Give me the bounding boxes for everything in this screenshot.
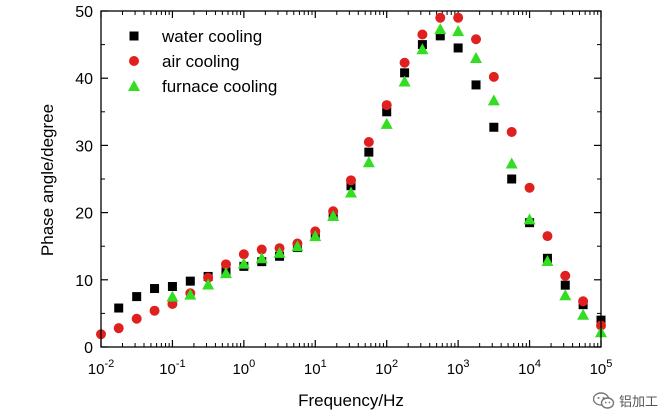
air-cooling-point [149,305,160,316]
water-cooling-point [507,174,517,184]
x-axis-label: Frequency/Hz [298,391,404,410]
x-tick-label: 100 [232,358,255,378]
legend-marker-water-cooling [129,31,139,41]
water-cooling-point [400,68,410,78]
y-axis-label: Phase angle/degree [38,104,57,256]
y-tick-label: 50 [75,4,93,21]
air-cooling-point [453,12,464,23]
furnace-cooling-point [541,254,554,266]
wechat-icon [592,391,615,409]
air-cooling-point [506,126,517,137]
y-tick-labels: 0 10 20 30 40 50 [75,4,93,357]
x-tick-labels: 10-2 10-1 100 101 102 103 104 105 [88,358,613,378]
furnace-cooling-point [202,278,215,290]
furnace-cooling-point [416,43,429,55]
furnace-cooling-point [309,230,322,242]
water-cooling-point [132,292,142,302]
air-cooling-point [399,57,410,68]
y-tick-label: 30 [75,138,93,155]
air-cooling-point [435,12,446,23]
air-cooling-point [578,296,589,307]
water-cooling-point [435,31,445,41]
x-tick-label: 10-1 [159,358,185,378]
air-cooling-point [203,272,214,283]
furnace-cooling-point [327,209,340,221]
furnace-cooling-point [362,156,375,168]
air-cooling-point [488,71,499,82]
furnace-cooling-point [470,52,483,64]
water-cooling-point [471,80,481,90]
watermark: 铝加工 [592,391,658,410]
water-cooling-point [453,43,463,53]
air-cooling-point [560,270,571,281]
water-cooling-point [489,122,499,132]
air-cooling-point [238,249,249,260]
legend-marker-air-cooling [129,56,139,66]
series-furnace-cooling [166,23,607,338]
furnace-cooling-point [344,186,357,198]
furnace-cooling-point [273,246,286,258]
furnace-cooling-point [398,75,411,87]
legend: water cooling air cooling furnace cooling [128,27,277,96]
y-tick-label: 10 [75,273,93,290]
air-cooling-point [417,29,428,40]
water-cooling-point [346,181,356,191]
air-cooling-point [381,100,392,111]
y-tick-label: 40 [75,71,93,88]
furnace-cooling-point [184,288,197,300]
air-cooling-point [220,259,231,270]
x-tick-label: 105 [590,358,613,378]
air-cooling-point [542,231,553,242]
furnace-cooling-point [505,157,518,169]
legend-label-furnace-cooling: furnace cooling [162,77,277,96]
furnace-cooling-point [166,290,179,302]
furnace-cooling-point [434,23,447,35]
data-points [96,12,607,340]
air-cooling-point [113,323,124,334]
air-cooling-point [131,313,142,324]
water-cooling-point [150,284,160,294]
furnace-cooling-point [577,308,590,320]
x-tick-label: 102 [375,358,398,378]
water-cooling-point [167,282,177,292]
air-cooling-point [345,175,356,186]
furnace-cooling-point [255,252,268,264]
air-cooling-point [363,137,374,148]
furnace-cooling-point [291,240,304,252]
x-tick-label: 104 [518,358,541,378]
furnace-cooling-point [380,117,393,129]
water-cooling-point [364,147,374,157]
furnace-cooling-point [237,257,250,269]
legend-label-air-cooling: air cooling [162,52,240,71]
water-cooling-point [382,107,392,117]
air-cooling-point [256,244,267,255]
water-cooling-point [185,276,195,286]
y-tick-label: 20 [75,206,93,223]
legend-marker-furnace-cooling [128,80,140,91]
legend-label-water-cooling: water cooling [161,27,262,46]
water-cooling-point [114,303,124,313]
x-ticks [100,11,602,347]
x-tick-label: 103 [447,358,470,378]
y-tick-label: 0 [84,340,93,357]
watermark-text: 铝加工 [618,395,658,410]
air-cooling-point [471,34,482,45]
furnace-cooling-point [219,267,232,279]
series-water-cooling [114,31,606,326]
x-tick-label: 10-2 [88,358,114,378]
air-cooling-point [524,182,535,193]
furnace-cooling-point [452,25,465,37]
furnace-cooling-point [523,213,536,225]
water-cooling-point [560,280,570,290]
furnace-cooling-point [559,289,572,301]
furnace-cooling-point [487,94,500,106]
plot-frame [100,10,602,348]
x-tick-label: 101 [304,358,327,378]
